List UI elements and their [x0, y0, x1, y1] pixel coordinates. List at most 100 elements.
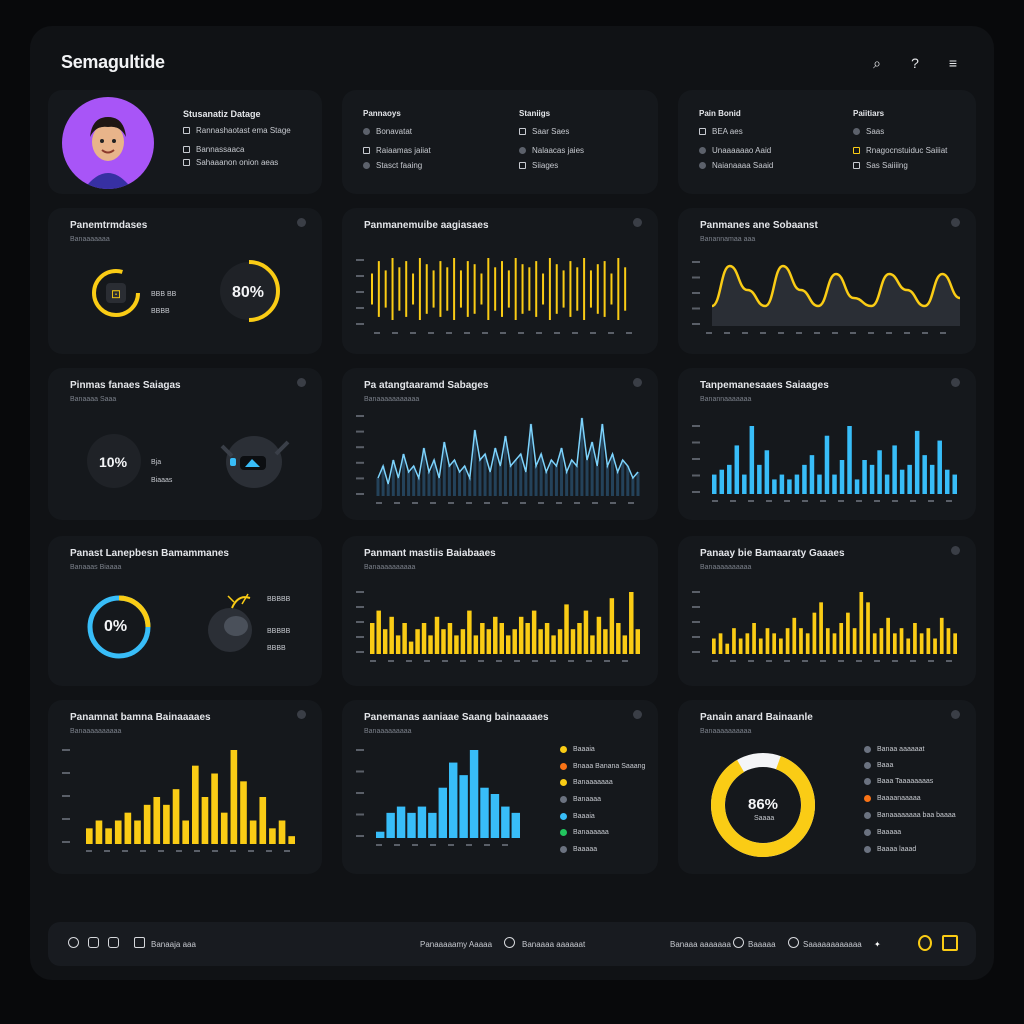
profile-item[interactable]: Sahaaanon onion aeas: [183, 158, 278, 167]
legend-item: Banaaaaaa: [560, 829, 609, 836]
menu-icon[interactable]: ≡: [948, 55, 958, 71]
info3-item[interactable]: Naianaaaa Saaid: [699, 161, 773, 170]
bar: [712, 474, 717, 494]
info3-item[interactable]: Sas Saiiiing: [853, 161, 908, 170]
bag-icon[interactable]: [88, 937, 99, 948]
bar: [899, 469, 905, 494]
legend-item: Baaaa laaad: [864, 846, 916, 853]
card-title: Panast Lanepbesn Bamammanes: [70, 548, 229, 559]
checkbox-icon: [183, 127, 190, 134]
bar: [395, 635, 401, 654]
info2-item[interactable]: Bonavatat: [363, 127, 412, 136]
bar: [933, 638, 937, 654]
bar: [376, 610, 381, 654]
bar: [577, 623, 582, 654]
bar: [884, 474, 890, 494]
card-title: Panemanas aaniaae Saang bainaaaaes: [364, 712, 549, 723]
info3-item[interactable]: BEA aes: [699, 127, 743, 136]
bar: [757, 464, 762, 494]
bar: [862, 460, 867, 494]
line-area: [712, 266, 960, 326]
bar: [454, 635, 459, 654]
bar-chart-yellow-2: [692, 591, 957, 662]
bar: [952, 474, 957, 494]
footer-center2-label[interactable]: Banaaaa aaaaaat: [522, 940, 586, 949]
clock-icon[interactable]: [504, 937, 515, 948]
bar: [143, 804, 151, 844]
bar: [859, 592, 864, 654]
card-subtitle: Banaaaaaaaaaa: [70, 728, 122, 735]
bar: [892, 633, 897, 654]
card-title: Panaay bie Bamaaraty Gaaaes: [700, 548, 845, 559]
footer-right-label[interactable]: Saaaaaaaaaaaa: [803, 940, 862, 949]
profile-item[interactable]: Rannashaotast ema Stage: [183, 126, 291, 135]
info-card-2: [342, 90, 658, 194]
info2-item[interactable]: Raiaamas jaiiat: [363, 146, 431, 155]
footer-center-label[interactable]: Panaaaaamy Aaaaa: [420, 940, 493, 949]
more-button[interactable]: [633, 378, 642, 387]
globe-icon[interactable]: [68, 937, 79, 948]
bar: [725, 643, 730, 654]
settings-icon[interactable]: [733, 937, 744, 948]
card-subtitle: Banaaaaaaaaaa: [700, 728, 752, 735]
info2-item[interactable]: Saar Saes: [519, 127, 569, 136]
user-icon[interactable]: [788, 937, 799, 948]
qr-icon[interactable]: [942, 935, 958, 951]
bar: [926, 628, 931, 654]
bar: [460, 629, 466, 654]
sparkle-icon[interactable]: ✦: [874, 940, 881, 949]
bar: [832, 633, 837, 654]
info3-item[interactable]: Unaaaaaao Aaid: [699, 146, 771, 155]
bar: [473, 635, 479, 654]
help-icon[interactable]: ?: [911, 55, 919, 71]
camera-icon[interactable]: [134, 937, 145, 948]
bar: [906, 638, 911, 654]
info3-item[interactable]: Saas: [853, 127, 884, 136]
more-button[interactable]: [951, 710, 960, 719]
info2-item[interactable]: Nalaacas jaies: [519, 146, 584, 155]
footer-right-label[interactable]: Banaaa aaaaaaa: [670, 940, 731, 949]
bar: [501, 806, 510, 838]
gauge-value: 10%: [99, 454, 128, 470]
search-icon[interactable]: ⌕: [873, 54, 881, 71]
bar: [939, 617, 944, 654]
more-button[interactable]: [633, 710, 642, 719]
more-button[interactable]: [633, 218, 642, 227]
bar: [441, 629, 446, 654]
gauges-card-1: Panemtrmdases Banaaaaaaa: [48, 208, 322, 354]
bar: [182, 820, 189, 844]
legend-item: Banaaaaaaaa baa baaaa: [864, 812, 956, 819]
lock-icon[interactable]: [108, 937, 119, 948]
more-button[interactable]: [951, 546, 960, 555]
card-title: Tanpemanesaaes Saiaages: [700, 380, 829, 391]
more-button[interactable]: [951, 378, 960, 387]
bar: [805, 633, 810, 654]
info2-col1-title: Pannaoys: [363, 109, 401, 118]
bar: [742, 474, 747, 494]
more-button[interactable]: [297, 378, 306, 387]
profile-item[interactable]: Bannassaaca: [183, 145, 244, 154]
more-button[interactable]: [951, 218, 960, 227]
info2-item[interactable]: Siiages: [519, 161, 558, 170]
gauge1-label: BBBB: [151, 308, 170, 315]
bar-chart-yellow-3: [62, 749, 295, 852]
bar: [467, 610, 472, 654]
card-title: Panmant mastiis Baiabaaes: [364, 548, 496, 559]
bar: [417, 806, 427, 838]
footer-right-label[interactable]: Baaaaa: [748, 940, 776, 949]
bar: [944, 469, 950, 494]
bulb-icon[interactable]: [918, 935, 932, 951]
info2-item[interactable]: Stasct faaing: [363, 161, 422, 170]
avatar[interactable]: [62, 97, 154, 189]
bar: [727, 464, 732, 494]
footer-left-label[interactable]: Banaaja aaa: [151, 940, 196, 949]
bar: [525, 623, 530, 654]
gauge2-label: Biaaas: [151, 477, 173, 484]
more-button[interactable]: [297, 218, 306, 227]
info3-item[interactable]: Rnagocnstuiduc Saiiiat: [853, 146, 947, 155]
bar: [937, 440, 942, 494]
gauge3-label: BBBBB: [267, 596, 291, 603]
more-button[interactable]: [297, 710, 306, 719]
legend-item: Baaaaa: [864, 829, 901, 836]
bar: [134, 820, 141, 844]
